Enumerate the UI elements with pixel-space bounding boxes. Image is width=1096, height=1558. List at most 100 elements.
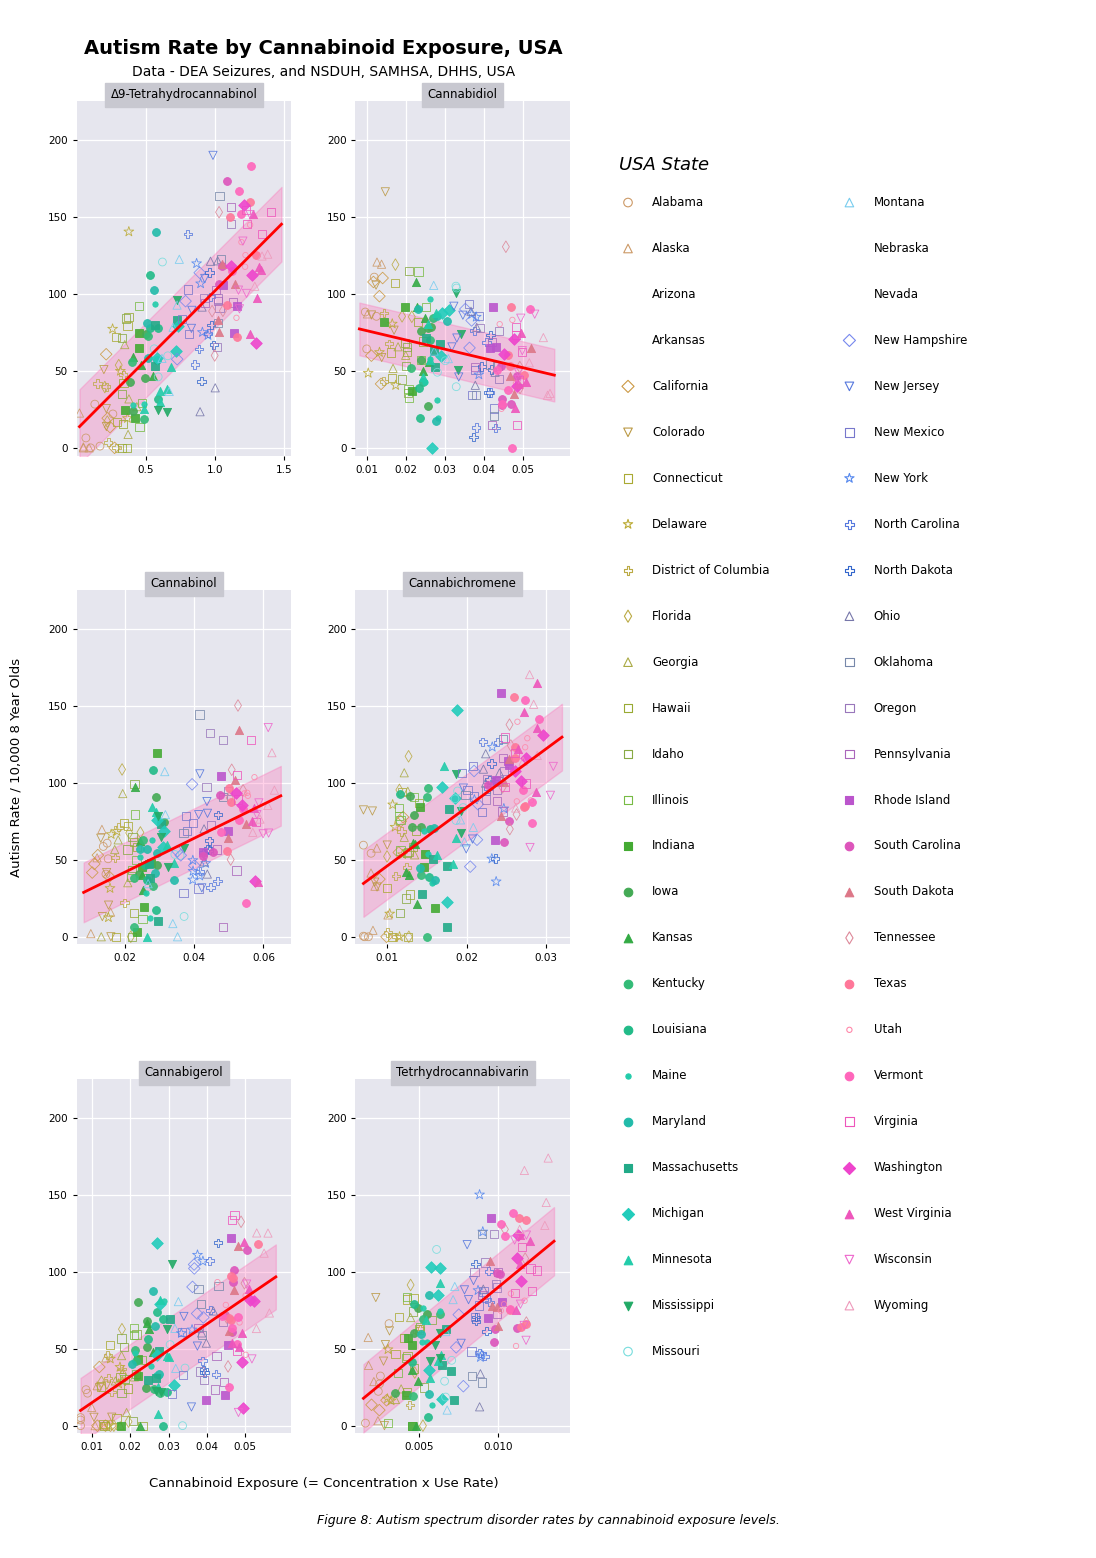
Point [477,1250,494,1274]
Point [429,386,446,411]
Point [228,858,246,883]
Point [498,234,515,259]
Text: Missouri: Missouri [652,1345,700,1359]
Point [184,858,202,883]
Point [363,1413,380,1438]
Point [355,832,373,857]
Title: Cannabigerol: Cannabigerol [145,1066,224,1080]
Point [160,885,178,910]
Point [357,354,375,379]
Text: North Dakota: North Dakota [874,564,952,576]
Point [392,368,410,393]
Text: Mississippi: Mississippi [652,1299,716,1312]
Point [214,915,231,939]
Point [366,874,384,899]
Point [387,863,404,888]
Point [138,310,156,335]
Point [217,1302,235,1327]
Point [490,318,507,343]
Point [146,354,163,379]
Point [378,844,396,869]
Point [232,201,250,226]
Point [209,319,227,344]
Point [248,1317,265,1341]
Point [194,1250,212,1274]
Point [100,846,117,871]
Point [507,323,525,347]
Point [208,1270,226,1295]
Point [516,1288,534,1313]
Point [411,1317,429,1341]
Point [193,1321,210,1346]
Point [359,1404,377,1429]
Point [403,304,421,329]
Point [414,1307,432,1332]
Point [841,834,858,858]
Point [246,274,263,299]
Point [265,777,283,802]
Point [390,840,408,865]
Point [408,1320,425,1345]
Point [421,816,438,841]
Point [419,924,436,949]
Point [507,1246,525,1271]
Point [399,1343,416,1368]
Point [369,1379,387,1404]
Point [209,1273,227,1298]
Point [173,1377,191,1402]
Point [181,296,198,321]
Point [387,1341,404,1366]
Point [469,791,487,816]
Point [145,1340,162,1365]
Point [233,796,251,821]
Point [512,1292,529,1317]
Point [483,413,501,438]
Point [102,924,119,949]
Point [373,252,390,277]
Point [79,1380,96,1405]
Point [512,305,529,330]
Point [359,924,377,949]
Point [255,1240,273,1265]
Point [528,715,546,740]
Point [114,361,132,386]
Point [175,904,193,929]
Point [457,837,475,862]
Point [104,1354,122,1379]
Point [198,837,216,862]
Point [148,220,165,245]
Point [509,413,526,438]
Point [481,767,499,791]
Point [155,1288,172,1313]
Point [438,915,456,939]
Point [102,1346,119,1371]
Point [473,1369,491,1394]
Point [373,371,390,396]
Text: Virginia: Virginia [874,1116,918,1128]
Point [129,1346,147,1371]
Point [129,1363,147,1388]
Point [183,1317,201,1341]
Point [145,1279,162,1304]
Point [619,374,637,399]
Point [421,1357,438,1382]
Point [167,333,184,358]
Point [841,1109,858,1134]
Point [400,743,418,768]
Point [491,760,509,785]
Point [541,782,559,807]
Point [113,757,130,782]
Point [493,1290,511,1315]
Point [144,795,161,820]
Point [445,294,463,319]
Point [466,787,483,812]
Point [224,1207,241,1232]
Point [414,329,432,354]
Point [467,1309,484,1334]
Text: Kansas: Kansas [652,932,694,944]
Point [151,812,169,837]
Point [140,851,158,876]
Point [144,757,161,782]
Point [479,1306,496,1331]
Point [96,863,114,888]
